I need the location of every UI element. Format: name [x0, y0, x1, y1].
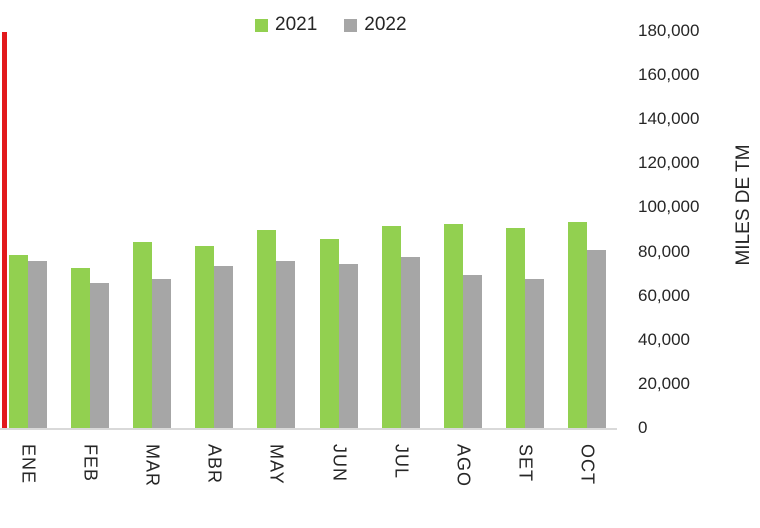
bar-2022-ENE: [28, 261, 47, 429]
bar-2021-ENE: [9, 255, 28, 429]
x-axis-label-ABR: ABR: [204, 444, 225, 485]
bar-2022-FEB: [90, 283, 109, 429]
legend: 2021 2022: [255, 14, 407, 36]
bar-2021-ABR: [195, 246, 214, 429]
bar-2021-JUN: [320, 239, 339, 429]
x-axis-label-MAY: MAY: [266, 444, 287, 485]
bar-2021-MAR: [133, 242, 152, 429]
bar-2021-SET: [506, 228, 525, 429]
bar-2021-JUL: [382, 226, 401, 429]
bar-2022-JUN: [339, 264, 358, 429]
y-axis-tick-180000: 180,000: [638, 21, 700, 40]
bar-2021-FEB: [71, 268, 90, 429]
legend-item-2022: 2022: [344, 14, 407, 36]
y-axis-tick-40000: 40,000: [638, 330, 690, 349]
y-axis-tick-0: 0: [638, 418, 648, 437]
x-axis-label-FEB: FEB: [80, 444, 101, 483]
legend-label-2022: 2022: [364, 14, 407, 35]
x-axis-label-OCT: OCT: [577, 444, 598, 485]
legend-item-2021: 2021: [255, 14, 317, 36]
bar-2022-JUL: [401, 257, 420, 429]
y-axis-tick-60000: 60,000: [638, 286, 690, 305]
x-axis-label-JUN: JUN: [329, 444, 350, 482]
y-axis-title: MILES DE TM: [733, 144, 754, 266]
bar-2022-MAR: [152, 279, 171, 429]
legend-label-2021: 2021: [275, 14, 318, 35]
y-axis-tick-140000: 140,000: [638, 109, 700, 128]
bar-2022-AGO: [463, 275, 482, 429]
x-axis-label-SET: SET: [515, 444, 536, 483]
bar-2022-MAY: [276, 261, 295, 429]
legend-swatch-2021-icon: [255, 19, 268, 32]
x-axis-label-MAR: MAR: [142, 444, 163, 487]
bar-2022-ABR: [214, 266, 233, 429]
y-axis-tick-100000: 100,000: [638, 197, 700, 216]
red-vertical-line: [2, 32, 7, 430]
bar-2022-OCT: [587, 250, 606, 429]
bar-2021-OCT: [568, 222, 587, 429]
y-axis-tick-20000: 20,000: [638, 374, 690, 393]
y-axis-tick-160000: 160,000: [638, 65, 700, 84]
x-axis-label-ENE: ENE: [18, 444, 39, 485]
x-axis-line: [0, 428, 617, 430]
bar-2021-MAY: [257, 230, 276, 429]
x-axis-label-JUL: JUL: [391, 444, 412, 480]
legend-swatch-2022-icon: [344, 19, 358, 32]
bar-2022-SET: [525, 279, 544, 429]
bar-2021-AGO: [444, 224, 463, 429]
y-axis-tick-120000: 120,000: [638, 153, 700, 172]
y-axis-tick-80000: 80,000: [638, 242, 690, 261]
x-axis-label-AGO: AGO: [453, 444, 474, 488]
